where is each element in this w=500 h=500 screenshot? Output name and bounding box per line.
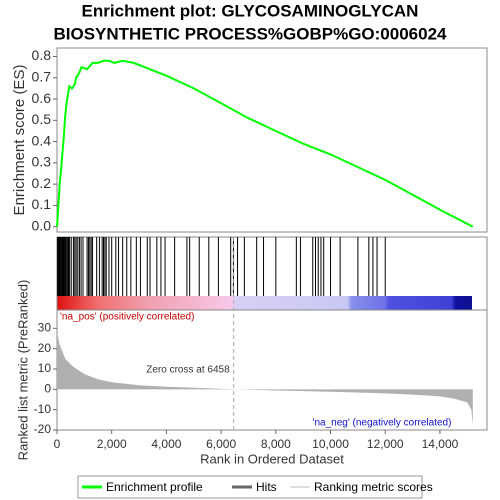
- y-tick-label: -10: [34, 402, 52, 416]
- plot-frame: [56, 309, 488, 431]
- y-tick-label: 0: [44, 381, 51, 395]
- x-tick-label: 2,000: [97, 437, 127, 451]
- y-tick-label: 0.8: [32, 47, 52, 63]
- y-axis-label: Ranked list metric (PreRanked): [15, 280, 30, 461]
- legend-label: Enrichment profile: [106, 480, 203, 494]
- y-tick-label: 0.2: [32, 175, 52, 191]
- legend-label: Ranking metric scores: [314, 480, 433, 494]
- chart-subtitle: BIOSYNTHETIC PROCESS%GOBP%GO:0006024: [53, 24, 447, 43]
- y-tick-label: 0.3: [32, 154, 52, 170]
- legend-label: Hits: [256, 480, 277, 494]
- metric-area: [57, 332, 473, 426]
- y-tick-label: 0.0: [32, 217, 52, 233]
- y-tick-label: 0.1: [32, 196, 52, 212]
- x-tick-label: 14,000: [422, 437, 459, 451]
- y-tick-label: 30: [38, 320, 52, 334]
- rank-color-bar: [57, 296, 472, 310]
- x-tick-label: 6,000: [206, 437, 236, 451]
- chart-title: Enrichment plot: GLYCOSAMINOGLYCAN: [82, 1, 419, 20]
- y-tick-label: 10: [38, 361, 52, 375]
- y-tick-label: 0.6: [32, 90, 52, 106]
- x-tick-label: 0: [54, 437, 61, 451]
- annotation: Zero cross at 6458: [146, 365, 230, 376]
- x-tick-label: 10,000: [312, 437, 349, 451]
- x-axis-label: Rank in Ordered Dataset: [200, 451, 344, 466]
- y-tick-label: 0.4: [32, 132, 52, 148]
- plot-frame: [56, 47, 488, 233]
- annotation: 'na_pos' (positively correlated): [60, 312, 194, 323]
- y-tick-label: 0.7: [32, 68, 52, 84]
- y-axis-label: Enrichment score (ES): [11, 65, 28, 216]
- y-tick-label: 20: [38, 341, 52, 355]
- annotation: 'na_neg' (negatively correlated): [313, 418, 452, 429]
- y-tick-label: -20: [34, 422, 52, 436]
- y-tick-label: 0.5: [32, 111, 52, 127]
- x-tick-label: 4,000: [151, 437, 181, 451]
- x-tick-label: 8,000: [261, 437, 291, 451]
- enrichment-line: [56, 59, 474, 228]
- x-tick-label: 12,000: [367, 437, 404, 451]
